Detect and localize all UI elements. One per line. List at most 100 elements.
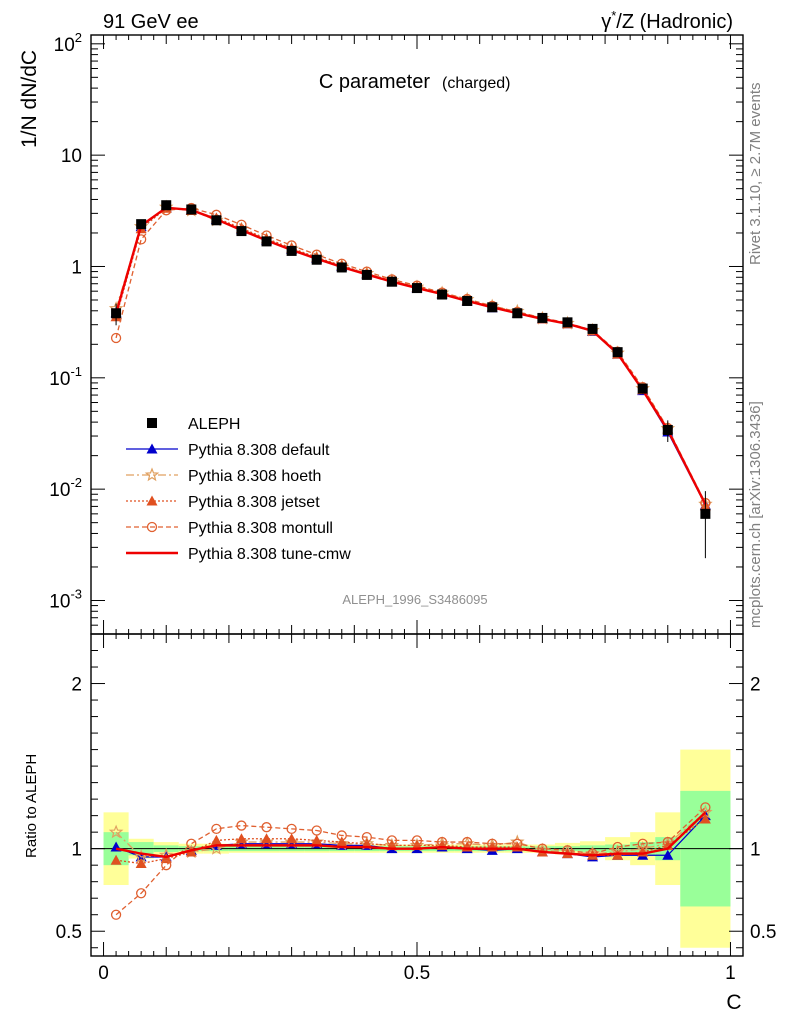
data-point — [637, 383, 648, 394]
header-right: γ*/Z (Hadronic) — [601, 8, 733, 33]
series-marker — [236, 820, 247, 831]
data-point — [336, 262, 347, 273]
y-tick-label-main: 10 — [61, 146, 82, 167]
y-tick-label-ratio-right: 0.5 — [750, 922, 776, 943]
data-point — [161, 200, 172, 211]
series-marker — [462, 836, 473, 848]
series-marker — [587, 848, 598, 859]
data-point — [700, 508, 711, 519]
rivet-version-label: Rivet 3.1.10, ≥ 2.7M events — [747, 83, 764, 266]
series-marker — [261, 833, 273, 844]
analysis-label: ALEPH_1996_S3486095 — [342, 592, 487, 607]
y-tick-label-main: 1 — [71, 257, 82, 278]
data-point — [286, 245, 297, 256]
y-axis-label-main: 1/N dN/dC — [18, 50, 41, 148]
data-point — [236, 226, 247, 237]
series-marker — [411, 835, 423, 846]
series-marker — [700, 802, 711, 813]
series-marker — [161, 860, 172, 871]
ratio-series-line-pythia-8-308-tune-cmw — [115, 811, 707, 859]
series-marker — [286, 833, 298, 844]
data-point — [662, 424, 673, 435]
series-marker — [235, 833, 247, 844]
data-point — [487, 302, 498, 313]
data-point — [186, 204, 197, 215]
series-marker — [261, 822, 272, 833]
data-point — [537, 312, 548, 323]
legend-label: Pythia 8.308 hoeth — [188, 468, 321, 485]
y-tick-label-ratio-right: 1 — [750, 840, 761, 861]
data-point — [147, 418, 157, 428]
series-marker — [336, 830, 347, 841]
main-panel-frame — [90, 34, 744, 635]
series-marker — [146, 521, 158, 533]
data-point — [361, 269, 372, 280]
y-tick-label-main: 10-1 — [49, 364, 82, 390]
legend-label: ALEPH — [188, 416, 240, 433]
ratio-panel-frame — [90, 633, 744, 957]
x-tick-label: 0 — [98, 963, 109, 984]
series-marker — [146, 443, 158, 454]
data-point — [562, 317, 573, 328]
y-tick-label-main: 102 — [54, 30, 82, 56]
series-marker — [637, 838, 648, 849]
y-tick-label-ratio-left: 2 — [71, 675, 82, 696]
series-marker — [110, 909, 122, 920]
series-marker — [146, 495, 158, 506]
series-marker — [110, 332, 122, 344]
ratio-panel-series — [108, 802, 713, 920]
legend-label: Pythia 8.308 montull — [188, 520, 333, 537]
y-tick-label-ratio-left: 0.5 — [56, 922, 82, 943]
y-tick-label-main: 10-3 — [49, 586, 82, 612]
data-point — [612, 347, 623, 358]
series-marker — [336, 836, 348, 847]
series-marker — [144, 467, 160, 482]
y-axis-label-ratio: Ratio to ALEPH — [23, 754, 40, 858]
data-point — [261, 236, 272, 247]
data-point — [111, 308, 122, 319]
series-marker — [136, 888, 147, 899]
legend-label: Pythia 8.308 jetset — [188, 494, 320, 511]
main-panel-data-points — [111, 200, 711, 559]
plot-subtitle: (charged) — [442, 75, 510, 92]
plot-title: C parameter — [319, 71, 430, 93]
series-marker — [108, 824, 124, 839]
series-marker — [386, 835, 398, 846]
series-marker — [186, 838, 197, 849]
series-marker — [662, 849, 674, 860]
x-axis-label: C — [726, 991, 741, 1014]
data-point — [512, 308, 523, 319]
x-tick-label: 0.5 — [404, 963, 430, 984]
series-marker — [286, 823, 297, 835]
data-point — [136, 219, 147, 230]
data-point — [211, 215, 222, 226]
data-point — [437, 289, 448, 300]
data-point — [311, 254, 322, 265]
y-tick-label-main: 10-2 — [49, 475, 82, 501]
axes-ticks: 0 0.5 1 10-3 10-2 10-1 1 10 102 0.5 0.5 1 1 2 2 — [49, 30, 776, 984]
series-marker — [110, 854, 122, 865]
y-tick-label-ratio-right: 2 — [750, 675, 761, 696]
legend-label: Pythia 8.308 tune-cmw — [188, 546, 351, 563]
header-left: 91 GeV ee — [103, 11, 199, 33]
series-marker — [135, 858, 147, 869]
series-marker — [662, 836, 673, 848]
mcplots-label: mcplots.cern.ch [arXiv:1306.3436] — [747, 401, 764, 628]
legend: ALEPH Pythia 8.308 default Pythia 8.308 ho… — [126, 416, 351, 563]
data-point — [386, 276, 397, 287]
data-point — [412, 283, 422, 294]
series-marker — [361, 831, 372, 843]
legend-label: Pythia 8.308 default — [188, 442, 330, 459]
series-marker — [311, 825, 322, 836]
series-marker — [361, 838, 373, 849]
x-tick-label: 1 — [725, 963, 736, 984]
data-point — [462, 295, 473, 306]
y-tick-label-ratio-left: 1 — [71, 840, 82, 861]
data-point — [587, 323, 598, 334]
series-marker — [210, 834, 222, 845]
ratio-series-line-pythia-8-308-montull — [115, 806, 706, 916]
series-marker — [211, 823, 222, 835]
series-marker — [311, 834, 323, 845]
series-marker — [699, 813, 711, 824]
